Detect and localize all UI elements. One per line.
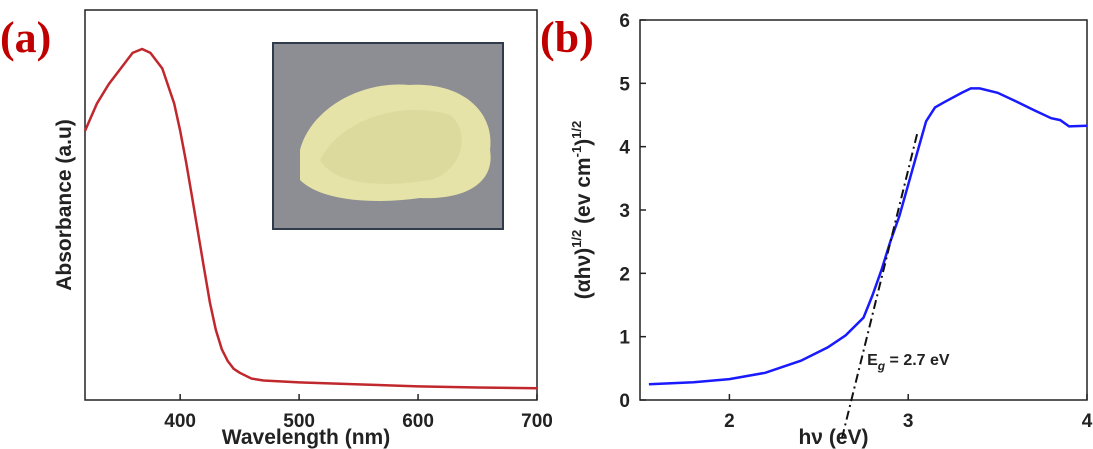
y-tick-label: 0: [619, 391, 630, 412]
x-tick-label: 600: [402, 411, 434, 432]
y-axis-label-part: ): [572, 139, 595, 146]
y-axis-label-part: 1/2: [569, 230, 584, 248]
inset-photo: [273, 43, 503, 229]
y-tick-label: 2: [619, 264, 630, 285]
x-tick-label: 2: [724, 411, 735, 432]
annotation-part: = 2.7 eV: [885, 352, 950, 369]
x-axis-label: hν (eV): [798, 426, 868, 449]
annotation-part: E: [867, 352, 878, 369]
y-tick-label: 3: [619, 201, 630, 222]
x-tick-label: 4: [1082, 411, 1093, 432]
y-tick-label: 1: [619, 328, 630, 349]
x-tick-label: 400: [164, 411, 196, 432]
x-tick-label: 700: [521, 411, 553, 432]
y-axis-label: Absorbance (a.u): [53, 119, 76, 291]
panel-label: (b): [540, 13, 594, 62]
y-axis-label-part: 1/2: [569, 121, 584, 139]
y-axis-label-part: (αhν): [572, 248, 595, 299]
y-tick-label: 6: [619, 11, 630, 32]
x-axis-label: Wavelength (nm): [222, 426, 390, 449]
panel-label: (a): [0, 13, 51, 62]
y-tick-label: 4: [619, 138, 630, 159]
y-axis-label-part: -1: [569, 146, 584, 158]
y-axis-label-part: (ev cm: [572, 157, 595, 229]
figure: (a)400500600700Wavelength (nm)Absorbance…: [0, 0, 1093, 449]
x-tick-label: 3: [903, 411, 914, 432]
y-tick-label: 5: [619, 74, 630, 95]
background: [0, 0, 1093, 449]
